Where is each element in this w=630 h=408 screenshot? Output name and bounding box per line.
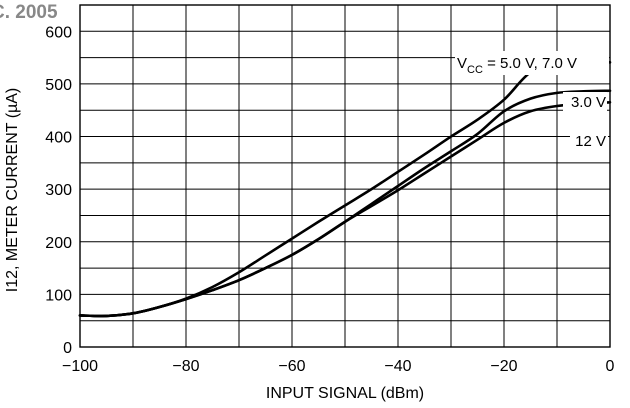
- y-axis-title: I12, METER CURRENT (µA): [4, 88, 21, 293]
- x-tick-label: −80: [172, 358, 199, 375]
- series-labels: VCC = 5.0 V, 7.0 V 3.0 V 12 V: [455, 51, 609, 150]
- y-tick-label: 100: [45, 287, 72, 304]
- y-tick-label: 0: [63, 340, 72, 357]
- series-label-bg-vcc: [455, 51, 609, 75]
- x-axis-title: INPUT SIGNAL (dBm): [266, 385, 424, 402]
- series-label-12v: 12 V: [575, 133, 606, 150]
- x-tick-label: −100: [62, 358, 98, 375]
- series-label-bg-3v: [563, 92, 607, 111]
- x-tick-label: −40: [384, 358, 411, 375]
- y-tick-label: 300: [45, 182, 72, 199]
- y-tick-label: 400: [45, 130, 72, 147]
- series-label-vcc-rest: = 5.0 V, 7.0 V: [483, 55, 577, 72]
- plot-frame: [79, 4, 611, 348]
- x-tick-label: −60: [278, 358, 305, 375]
- series-label-vcc-sub: CC: [467, 64, 483, 76]
- series-curves: [78, 61, 612, 318]
- x-tick-label: 0: [606, 358, 615, 375]
- series-label-vcc-v: V: [457, 55, 467, 72]
- series-line-12v: [78, 101, 612, 318]
- series-label-3v: 3.0 V: [571, 94, 606, 111]
- y-tick-label: 600: [45, 24, 72, 41]
- series-label-vcc: VCC = 5.0 V, 7.0 V: [457, 55, 577, 76]
- y-tick-label: 500: [45, 77, 72, 94]
- series-label-bg-12v: [570, 131, 608, 150]
- y-tick-label: 200: [45, 235, 72, 252]
- header-fragment: C. 2005: [0, 2, 58, 23]
- grid: [80, 5, 610, 347]
- y-tick-labels: 0 100 200 300 400 500 600: [45, 24, 72, 357]
- x-tick-label: −20: [490, 358, 517, 375]
- x-tick-labels: −100 −80 −60 −40 −20 0: [62, 358, 615, 375]
